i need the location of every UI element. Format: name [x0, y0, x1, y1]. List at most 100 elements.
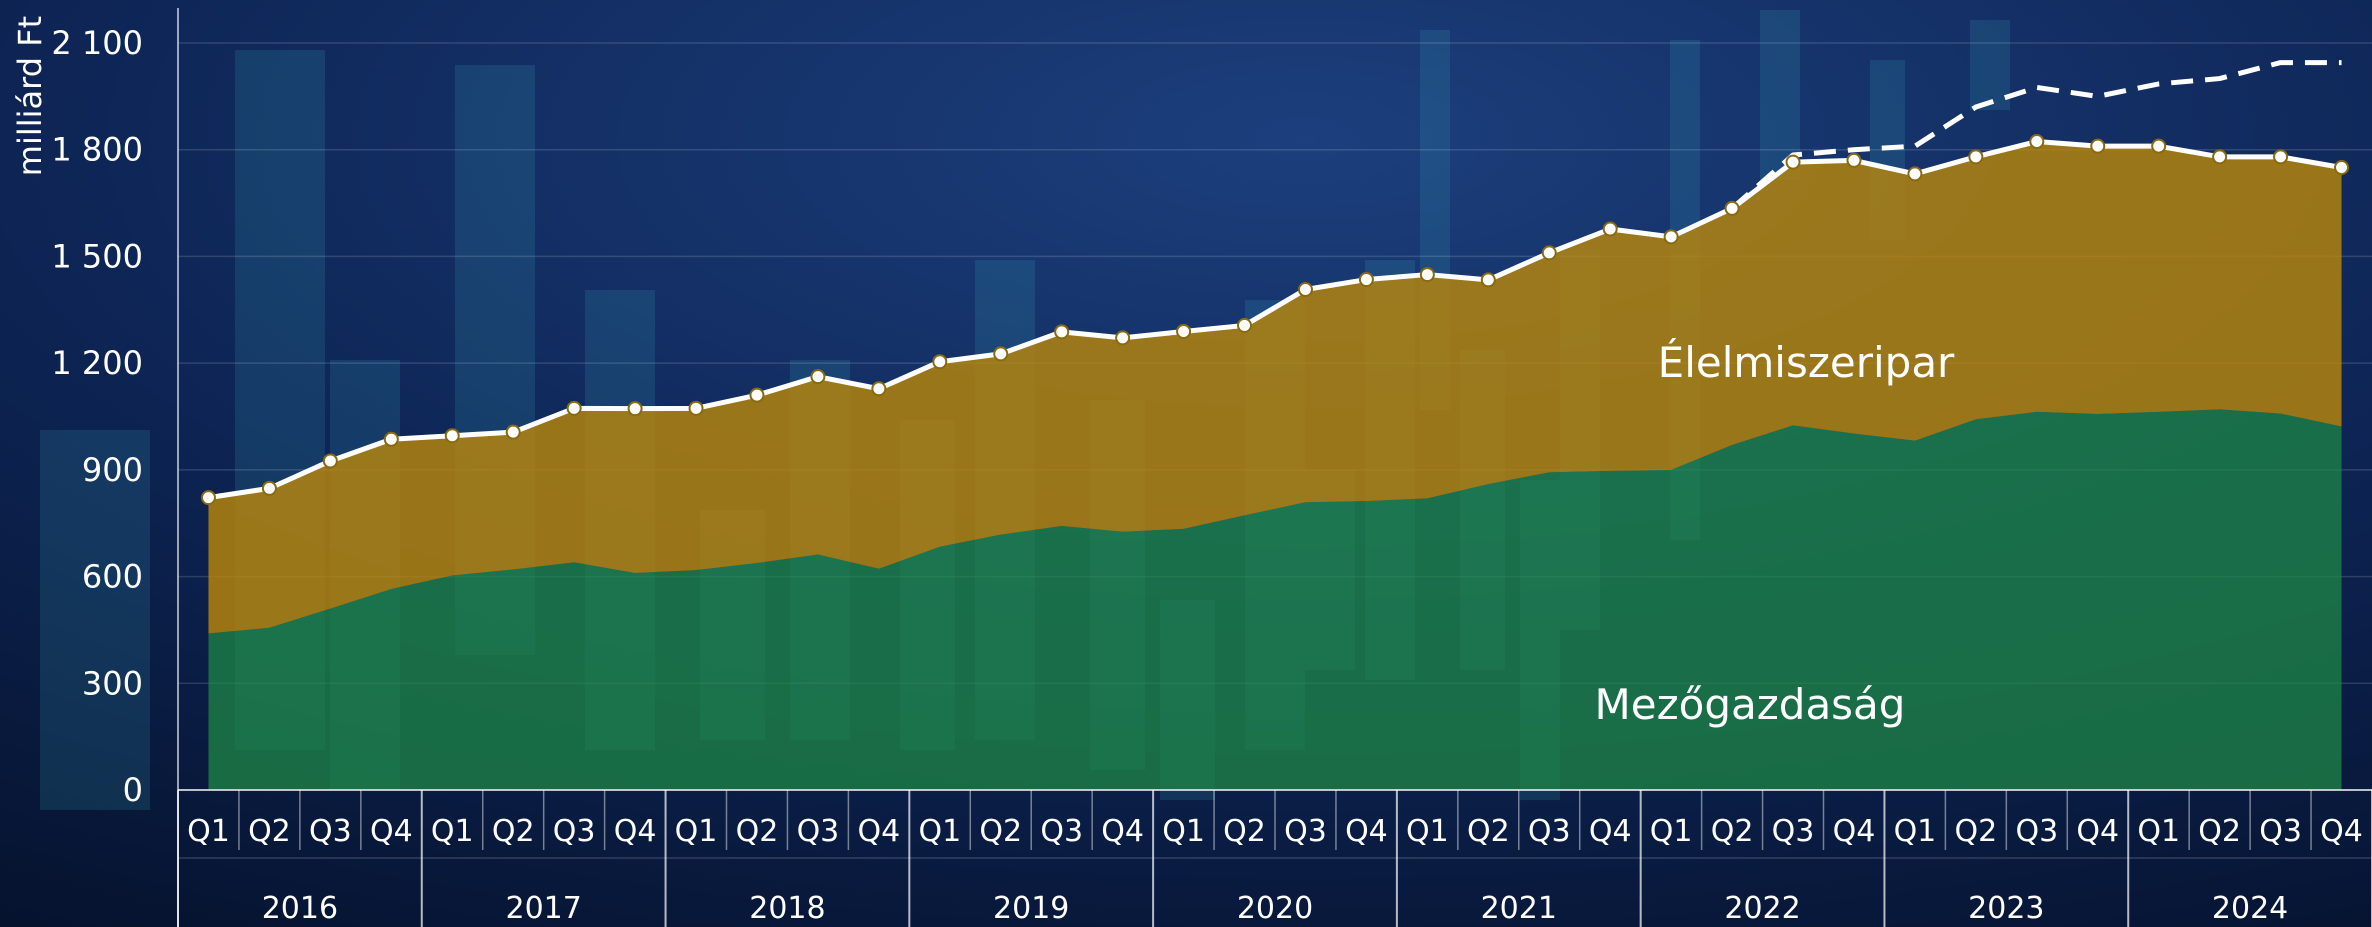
x-tick-label-year: 2017 [505, 891, 581, 926]
x-tick-label-quarter: Q2 [1223, 814, 1266, 849]
area-elelmiszeripar [208, 141, 2342, 634]
total-point [1297, 282, 1313, 298]
x-tick-label-quarter: Q3 [797, 814, 840, 849]
total-point [627, 401, 643, 417]
x-tick-label-quarter: Q1 [675, 814, 718, 849]
total-point [2334, 160, 2350, 175]
total-lines [208, 60, 2342, 501]
total-point [1724, 200, 1740, 216]
total-point [2029, 134, 2045, 150]
total-point [688, 400, 704, 416]
total-point [1785, 154, 1801, 170]
area-mezogazdasag [208, 409, 2342, 790]
x-tick-label-quarter: Q4 [858, 814, 901, 849]
x-tick-label-quarter: Q3 [2259, 814, 2302, 849]
x-tick-label-quarter: Q4 [1589, 814, 1632, 849]
x-tick-label-quarter: Q3 [1528, 814, 1571, 849]
total-point [1663, 229, 1679, 245]
axes [177, 8, 2372, 927]
total-point [1054, 324, 1070, 340]
y-tick-label: 300 [82, 664, 143, 702]
total-point [444, 428, 460, 444]
x-tick-label-quarter: Q4 [1833, 814, 1876, 849]
y-tick-label: 1 800 [51, 131, 143, 169]
x-tick-label-quarter: Q3 [1040, 814, 1083, 849]
x-tick-label-quarter: Q1 [1406, 814, 1449, 849]
total-point [322, 453, 338, 469]
y-axis-label: milliárd Ft [11, 16, 49, 176]
total-point [2273, 149, 2289, 165]
total-point [1541, 245, 1557, 261]
total-point [1419, 267, 1435, 283]
bg-candle [1760, 10, 1800, 180]
y-tick-label: 900 [82, 451, 143, 489]
x-tick-label-year: 2020 [1237, 891, 1313, 926]
x-tick-label-quarter: Q3 [1284, 814, 1327, 849]
total-line [208, 139, 2342, 501]
total-point [200, 490, 216, 506]
total-point [2151, 138, 2167, 154]
total-point [1968, 149, 1984, 165]
annotation-mezogazdasag: Mezőgazdaság [1595, 680, 1906, 729]
y-tick-label: 600 [82, 558, 143, 596]
x-tick-label-quarter: Q1 [431, 814, 474, 849]
y-tick-labels: 0 300 600 900 1 200 1 500 1 800 2 100 [51, 24, 143, 809]
x-tick-labels: Q1 Q2 Q3 Q4 Q1 Q2 Q3 Q4 Q1 Q2 Q3 Q4 Q1 Q2 Q3 Q4 Q1 Q2 Q3 Q4… [187, 814, 2363, 926]
x-tick-label-quarter: Q2 [248, 814, 291, 849]
x-tick-label-quarter: Q3 [1772, 814, 1815, 849]
total-point [871, 381, 887, 397]
x-tick-label-quarter: Q2 [736, 814, 779, 849]
x-tick-label-quarter: Q1 [187, 814, 230, 849]
y-tick-label: 2 100 [51, 24, 143, 62]
y-tick-label: 1 200 [51, 344, 143, 382]
total-point [1237, 317, 1253, 333]
total-point [1358, 272, 1374, 288]
total-points [200, 134, 2350, 506]
x-tick-label-quarter: Q2 [492, 814, 535, 849]
x-tick-label-quarter: Q1 [1894, 814, 1937, 849]
total-point [1115, 330, 1131, 346]
total-point [383, 431, 399, 447]
y-tick-label: 0 [123, 771, 143, 809]
total-point [566, 400, 582, 416]
x-tick-label-quarter: Q4 [370, 814, 413, 849]
x-tick-label-quarter: Q4 [2076, 814, 2119, 849]
total-point [261, 480, 277, 496]
x-tick-label-quarter: Q2 [1467, 814, 1510, 849]
x-tick-label-quarter: Q3 [309, 814, 352, 849]
total-point [1602, 221, 1618, 237]
annotation-elelmiszeripar: Élelmiszeripar [1658, 337, 1955, 387]
total-point [932, 354, 948, 370]
total-point [810, 369, 826, 385]
x-tick-label-quarter: Q2 [979, 814, 1022, 849]
x-tick-label-quarter: Q1 [2137, 814, 2180, 849]
total-point [1480, 272, 1496, 288]
total-point [1176, 323, 1192, 339]
total-point [1846, 152, 1862, 168]
x-tick-label-quarter: Q4 [1101, 814, 1144, 849]
x-tick-label-quarter: Q4 [2320, 814, 2363, 849]
x-tick-label-year: 2019 [993, 891, 1069, 926]
x-tick-label-year: 2024 [2212, 891, 2288, 926]
x-tick-label-quarter: Q3 [2015, 814, 2058, 849]
dashed-total-line [1730, 60, 2342, 211]
y-tick-label: 1 500 [51, 237, 143, 275]
x-tick-label-year: 2021 [1481, 891, 1557, 926]
x-tick-label-quarter: Q1 [918, 814, 961, 849]
total-point [2090, 138, 2106, 154]
x-tick-label-quarter: Q1 [1650, 814, 1693, 849]
x-tick-label-year: 2022 [1724, 891, 1800, 926]
total-point [1907, 166, 1923, 182]
x-tick-label-quarter: Q4 [614, 814, 657, 849]
total-point [2212, 149, 2228, 165]
x-tick-label-quarter: Q1 [1162, 814, 1205, 849]
x-tick-label-quarter: Q3 [553, 814, 596, 849]
x-tick-label-quarter: Q2 [2198, 814, 2241, 849]
total-point [749, 387, 765, 403]
x-tick-label-quarter: Q2 [1955, 814, 1998, 849]
stacked-areas [208, 141, 2342, 790]
x-tick-label-quarter: Q2 [1711, 814, 1754, 849]
x-tick-label-year: 2023 [1968, 891, 2044, 926]
